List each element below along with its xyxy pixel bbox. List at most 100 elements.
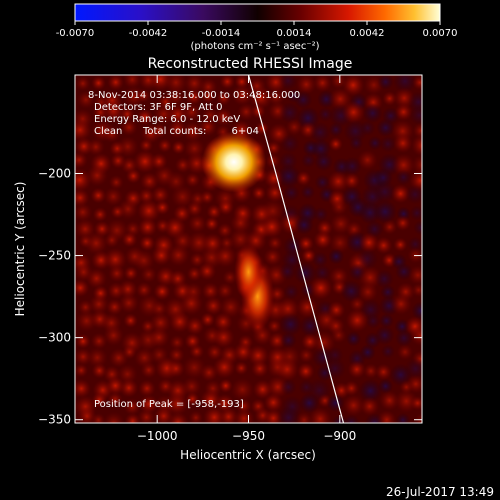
texture-blob: [133, 149, 157, 174]
texture-blob: [395, 169, 412, 186]
x-tick-label: −1000: [137, 429, 178, 443]
texture-blob: [185, 391, 200, 407]
texture-blob: [157, 138, 172, 153]
emission-source: [234, 243, 263, 301]
texture-blob: [165, 87, 185, 107]
texture-blob: [347, 360, 366, 379]
texture-blob: [75, 378, 92, 399]
texture-blob: [363, 363, 379, 379]
texture-blob: [85, 267, 108, 289]
texture-blob: [168, 311, 191, 333]
texture-blob: [362, 103, 383, 124]
texture-blob: [391, 184, 411, 204]
texture-blob: [90, 187, 107, 204]
texture-blob: [167, 244, 190, 267]
texture-blob: [330, 327, 347, 344]
texture-blob: [101, 99, 126, 123]
x-axis-label: Heliocentric X (arcsec): [180, 448, 316, 462]
colorbar-tick-label: 0.0070: [423, 28, 458, 39]
texture-blob: [123, 313, 139, 329]
texture-blob: [102, 125, 121, 143]
texture-blob: [300, 185, 316, 200]
texture-blob: [301, 153, 316, 168]
texture-blob: [317, 106, 333, 122]
texture-blob: [138, 379, 156, 398]
texture-blob: [140, 361, 158, 379]
texture-blob: [294, 215, 314, 235]
texture-blob: [297, 362, 315, 381]
texture-blob: [374, 269, 394, 289]
texture-blob: [121, 231, 138, 248]
texture-blob: [410, 325, 422, 346]
texture-blob: [411, 282, 422, 298]
texture-blob: [182, 102, 202, 122]
texture-blob: [222, 270, 238, 285]
texture-blob: [237, 102, 256, 121]
texture-blob: [278, 75, 298, 91]
texture-blob: [359, 344, 376, 361]
texture-blob: [75, 363, 89, 378]
texture-blob: [137, 199, 161, 223]
texture-blob: [136, 88, 151, 103]
texture-blob: [413, 220, 422, 236]
texture-blob: [296, 296, 318, 319]
texture-blob: [218, 406, 239, 423]
texture-blob: [395, 412, 411, 423]
texture-blob: [213, 312, 233, 332]
texture-blob: [169, 334, 185, 351]
texture-blob: [139, 138, 154, 153]
texture-blob: [103, 186, 124, 207]
texture-blob: [393, 75, 417, 93]
texture-blob: [107, 391, 123, 408]
texture-blob: [294, 90, 313, 110]
texture-blob: [406, 374, 422, 394]
texture-blob: [377, 378, 394, 394]
texture-blob: [296, 75, 317, 95]
texture-blob: [373, 180, 397, 204]
texture-blob: [84, 231, 109, 256]
texture-blob: [345, 308, 369, 332]
y-tick-label: −300: [38, 331, 71, 345]
texture-blob: [342, 394, 365, 417]
annotation-total-counts-value: 6+04: [232, 126, 259, 137]
texture-blob: [285, 118, 303, 136]
texture-blob: [410, 395, 422, 411]
texture-blob: [86, 164, 109, 187]
texture-blob: [75, 202, 93, 222]
image-panel: −1000 −950 −900 −200 −250 −300 −350: [38, 74, 423, 443]
texture-blob: [135, 281, 153, 299]
texture-blob: [379, 135, 397, 153]
texture-blob: [185, 88, 203, 106]
texture-blob: [313, 230, 333, 250]
texture-blob: [377, 75, 394, 90]
colorbar-tick-label: -0.0014: [202, 28, 241, 39]
texture-blob: [124, 412, 141, 423]
y-tick-label: −350: [38, 413, 71, 427]
texture-blob: [91, 392, 108, 408]
colorbar-unit-label: (photons cm⁻² s⁻¹ asec⁻²): [190, 41, 319, 52]
texture-blob: [88, 293, 110, 315]
texture-blob: [167, 359, 186, 378]
texture-blob: [408, 265, 422, 285]
texture-blob: [267, 88, 285, 106]
texture-blob: [278, 262, 297, 281]
texture-blob: [411, 134, 422, 157]
annotation-method: Clean: [94, 126, 122, 137]
texture-blob: [267, 318, 282, 334]
texture-blob: [200, 312, 216, 328]
colorbar-tick-label: 0.0014: [277, 28, 312, 39]
texture-blob: [283, 184, 300, 202]
texture-blob: [206, 343, 224, 361]
texture-blob: [91, 413, 106, 423]
texture-blob: [393, 237, 408, 252]
texture-blob: [395, 329, 413, 347]
texture-blob: [373, 199, 397, 224]
annotations: 8-Nov-2014 03:38:16.000 to 03:48:16.000 …: [88, 90, 300, 410]
texture-blob: [217, 198, 235, 216]
image-texture: [75, 75, 422, 423]
texture-blob: [182, 121, 204, 142]
texture-blob: [327, 170, 350, 193]
texture-blob: [102, 411, 125, 423]
texture-blob: [276, 164, 301, 189]
